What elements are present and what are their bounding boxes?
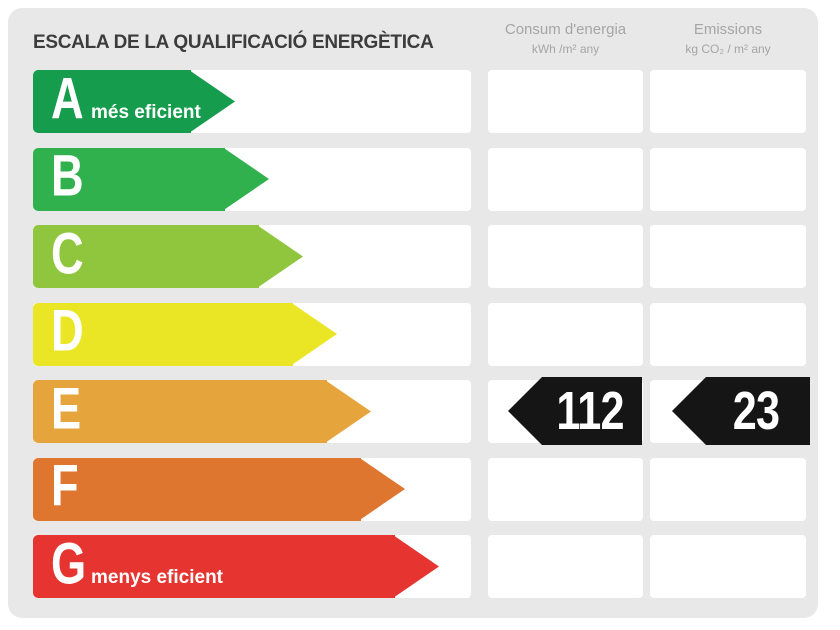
rating-bar-D: D	[33, 298, 337, 366]
emissions-cell	[650, 302, 806, 366]
rating-bar-C: C	[33, 225, 303, 288]
emissions-cell	[650, 147, 806, 211]
emissions-value: 23	[732, 381, 780, 441]
emissions-column-header: Emissions kg CO₂ / m² any	[650, 20, 806, 58]
consum-column-header: Consum d'energia kWh /m² any	[488, 20, 643, 58]
rating-letter: B	[51, 143, 84, 209]
rating-bar-body	[33, 380, 327, 443]
energy-scale-panel: ESCALA DE LA QUALIFICACIÓ ENERGÈTICA Con…	[8, 8, 818, 618]
consum-cell	[488, 70, 643, 133]
consum-value: 112	[556, 381, 624, 441]
consum-column-title: Consum d'energia	[504, 21, 627, 38]
emissions-value-badge: 23	[672, 377, 810, 445]
rating-letter: C	[51, 221, 84, 287]
emissions-cell	[650, 535, 806, 598]
rating-letter: A	[51, 66, 84, 132]
rating-bar-body	[33, 535, 395, 598]
arrow-right-icon	[223, 147, 269, 211]
consum-column-unit: kWh /m² any	[531, 42, 600, 56]
arrow-right-icon	[393, 535, 439, 598]
emissions-cell	[650, 70, 806, 133]
rating-label: menys eficient	[91, 567, 223, 588]
emissions-column-title: Emissions	[693, 21, 763, 38]
rating-bar-B: B	[33, 143, 269, 211]
consum-cell	[488, 535, 643, 598]
emissions-cell	[650, 225, 806, 288]
arrow-right-icon	[359, 457, 405, 521]
rating-bar-E: E	[33, 380, 371, 443]
rating-bar-body	[33, 147, 225, 211]
arrow-right-icon	[291, 302, 337, 366]
rating-letter: E	[51, 376, 82, 442]
arrow-right-icon	[257, 225, 303, 288]
emissions-cell	[650, 457, 806, 521]
rating-bar-body	[33, 302, 293, 366]
rating-letter: F	[51, 453, 79, 519]
rating-letter: D	[51, 298, 84, 364]
rating-label: més eficient	[91, 102, 201, 123]
rating-bar-body	[33, 225, 259, 288]
emissions-column-unit: kg CO₂ / m² any	[685, 42, 771, 56]
rating-bar-body	[33, 457, 361, 521]
page-title: ESCALA DE LA QUALIFICACIÓ ENERGÈTICA	[33, 32, 434, 53]
consum-cell	[488, 302, 643, 366]
rating-letter: G	[51, 531, 87, 597]
rating-bar-body	[33, 70, 191, 133]
rating-bar-F: F	[33, 453, 405, 521]
scale-row-B: B	[8, 143, 818, 211]
consum-cell	[488, 457, 643, 521]
scale-row-F: F	[8, 453, 818, 521]
consum-cell	[488, 147, 643, 211]
scale-row-C: C	[8, 225, 818, 288]
scale-row-D: D	[8, 298, 818, 366]
scale-row-E: E 112 23	[8, 377, 818, 445]
arrow-right-icon	[325, 380, 371, 443]
consum-cell	[488, 225, 643, 288]
